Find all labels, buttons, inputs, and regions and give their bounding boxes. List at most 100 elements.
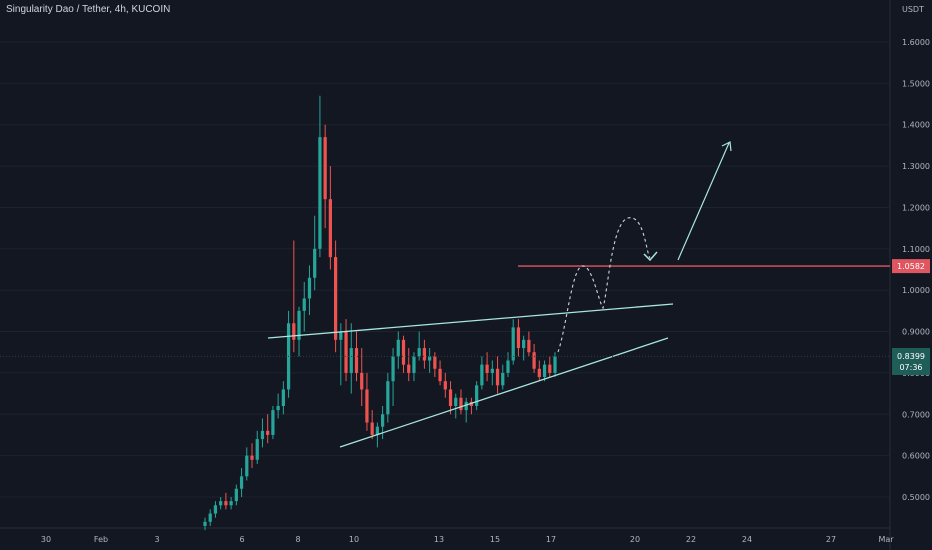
candle-body [516,327,521,349]
y-tick-label: 0.5000 [902,493,930,502]
candle-body [281,389,285,406]
resistance-price-tag [892,259,930,274]
candle-body [271,410,275,435]
projection-check-mark [643,251,658,262]
candle-body [250,455,254,460]
candle-body [224,501,228,506]
lower-trendline [339,337,669,448]
candle-body [245,455,249,477]
x-tick-label: 10 [349,535,359,544]
candle-body [480,364,484,386]
x-tick-label: 20 [630,535,640,544]
projection-dashed-path [557,217,651,353]
candle-body [475,385,479,406]
candle-body [344,331,348,373]
candle-body [532,352,536,369]
x-tick-label: 13 [434,535,444,544]
y-tick-label: 1.1000 [902,245,930,254]
candle-body [292,323,296,340]
candles [203,95,557,531]
candle-body [318,137,322,249]
candle-body [542,364,547,378]
x-tick-label: 30 [41,535,51,544]
candle-body [454,397,458,406]
candle-body [276,406,280,411]
candle-body [401,339,406,365]
candle-body [464,401,468,411]
candle-body [386,381,390,415]
candle-body [495,368,500,386]
x-tick-label: 22 [686,535,696,544]
candle-body [323,137,327,200]
candle-body [307,277,312,299]
x-tick-label: Mar [878,535,894,544]
candle-body [328,199,332,258]
x-tick-label: 3 [154,535,159,544]
candle-body [391,356,395,382]
drawings [0,141,890,448]
y-tick-label: 1.2000 [902,203,930,212]
x-tick-label: 15 [490,535,500,544]
candle-body [333,257,338,340]
candle-body [490,368,494,373]
candle-body [360,372,364,390]
upper-trendline [267,303,674,339]
candle-body [443,381,447,390]
x-tick-label: 24 [742,535,752,544]
candle-body [553,356,557,373]
candle-body [302,298,306,311]
resistance-price-text: 1.0582 [897,262,925,271]
x-tick-label: 27 [826,535,836,544]
candle-body [485,364,489,373]
candle-body [297,310,301,340]
x-tick-label: 6 [239,535,244,544]
candle-body [213,505,218,514]
candle-body [422,348,427,361]
y-tick-label: 0.6000 [902,452,930,461]
x-axis: 30 Feb 3 6 8 10 13 15 17 20 22 24 27 Mar [41,535,894,544]
candle-body [203,521,207,526]
y-tick-label: 1.4000 [902,121,930,130]
candle-body [229,501,233,506]
candle-body [255,439,259,460]
candle-body [375,426,380,435]
candle-body [234,488,238,502]
candle-body [219,501,223,506]
countdown-text: 07:36 [899,363,922,372]
last-price-tag [892,348,930,375]
target-arrow-head [721,141,732,152]
candle-body [396,339,400,357]
candle-body [365,389,369,423]
price-labels: 1.0582 0.8399 07:36 [892,259,930,375]
y-tick-label: 1.3000 [902,162,930,171]
candle-body [527,339,531,353]
candle-body [266,430,270,435]
grid [0,0,891,550]
y-tick-label: 1.6000 [902,38,930,47]
last-price-text: 0.8399 [897,352,925,361]
candle-body [448,389,453,406]
candle-body [548,364,552,373]
candle-body [380,414,385,427]
candle-body [438,368,442,382]
candle-body [428,356,432,361]
candle-body [260,430,265,440]
candle-body [459,397,463,411]
candle-body [407,364,411,373]
candle-body [339,331,343,340]
target-arrow-line [677,142,730,261]
candle-body [537,368,541,378]
candle-body [511,327,515,361]
y-tick-label: 0.9000 [902,328,930,337]
candle-body [349,348,353,373]
candle-body [354,348,359,373]
x-tick-label: Feb [94,535,108,544]
x-tick-label: 8 [295,535,300,544]
y-tick-label: 1.5000 [902,79,930,88]
candle-body [370,422,374,435]
chart-title: Singularity Dao / Tether, 4h, KUCOIN [6,4,171,15]
y-tick-label: 1.0000 [902,286,930,295]
candle-body [208,513,212,522]
candle-body [239,476,244,489]
